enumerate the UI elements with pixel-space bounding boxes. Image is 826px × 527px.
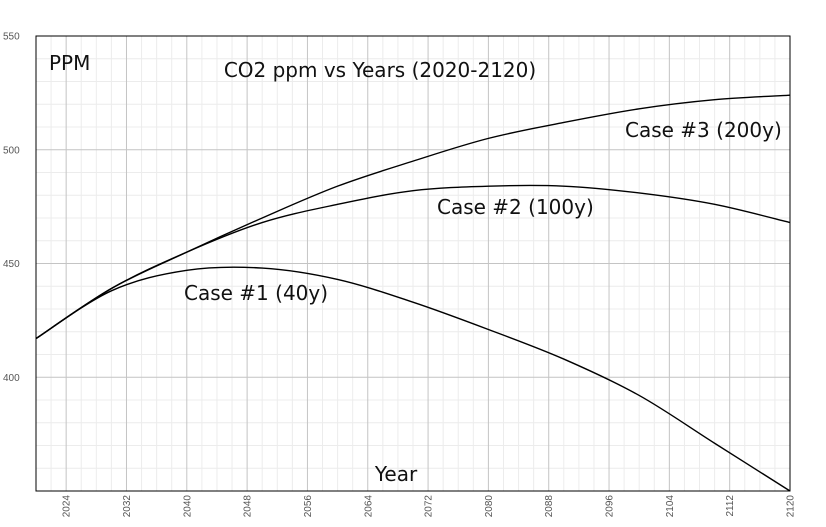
- x-tick-label: 2024: [62, 495, 73, 518]
- x-tick-label: 2096: [605, 495, 616, 518]
- series-line-case-1: [35, 266, 791, 492]
- series-label-case-1: Case #1 (40y): [184, 281, 328, 305]
- y-tick-label: 400: [3, 373, 20, 384]
- x-tick-label: 2120: [786, 495, 797, 518]
- y-tick-label: 550: [3, 32, 20, 43]
- series-label-case-2: Case #2 (100y): [437, 195, 594, 219]
- y-tick-label: 450: [3, 259, 20, 270]
- x-tick-label: 2032: [122, 495, 133, 518]
- x-tick-labels: 2024 2032 2040 2048 2056 2064 2072 2080 2088 2096…: [62, 495, 797, 518]
- x-tick-label: 2088: [544, 495, 555, 518]
- series-lines: [35, 94, 791, 492]
- y-tick-labels: 400 450 500 550: [3, 32, 20, 384]
- y-axis-label: PPM: [49, 51, 90, 75]
- x-tick-label: 2056: [303, 495, 314, 518]
- x-axis-label: Year: [374, 462, 418, 486]
- plot-frame: [35, 35, 791, 492]
- chart-title: CO2 ppm vs Years (2020-2120): [224, 58, 536, 82]
- x-tick-label: 2040: [182, 495, 193, 518]
- series-line-case-3: [35, 94, 791, 340]
- x-tick-label: 2072: [424, 495, 435, 518]
- x-tick-label: 2112: [725, 495, 736, 517]
- x-tick-label: 2104: [665, 495, 676, 518]
- x-tick-label: 2048: [243, 495, 254, 518]
- series-label-case-3: Case #3 (200y): [625, 118, 782, 142]
- x-tick-label: 2080: [484, 495, 495, 518]
- y-tick-label: 500: [3, 145, 20, 156]
- x-tick-label: 2064: [363, 495, 374, 518]
